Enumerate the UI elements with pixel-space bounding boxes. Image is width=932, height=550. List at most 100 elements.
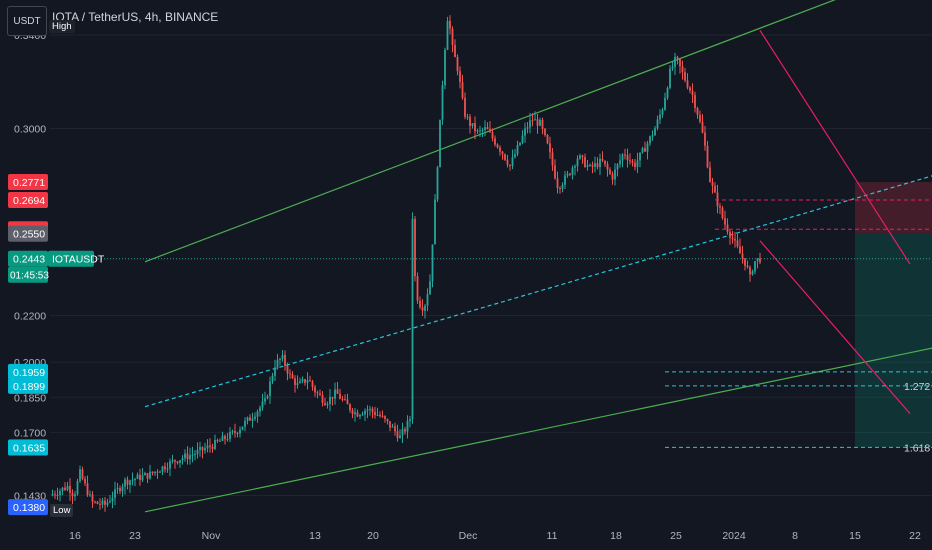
candle-body (226, 438, 229, 440)
candle-body (536, 119, 539, 126)
candle-body (429, 281, 431, 295)
candle-body (356, 412, 359, 417)
trade-zones (855, 182, 932, 448)
candle-body (306, 380, 309, 383)
candle-body (544, 128, 546, 136)
candle-body (194, 454, 196, 456)
candle-body (281, 354, 284, 359)
candle-body (344, 399, 346, 401)
candle-body (264, 398, 266, 402)
channel-lower-line (144, 347, 932, 513)
candle-body (464, 97, 466, 117)
candle-body (169, 461, 171, 469)
candle-body (261, 401, 264, 408)
price-tag-label: 0.1959 (13, 367, 45, 379)
x-tick-label: 18 (610, 530, 622, 542)
candle-body (206, 445, 209, 449)
candle-body (421, 307, 424, 311)
candle-body (564, 175, 566, 185)
candle-body (519, 142, 521, 146)
price-tag-label: 0.1380 (13, 502, 45, 514)
candle-body (446, 20, 449, 50)
candle-body (451, 28, 454, 46)
price-tag-badge (8, 174, 48, 191)
candle-body (594, 163, 596, 167)
candle-body (456, 57, 459, 72)
x-tick-label: 25 (670, 530, 682, 542)
candle-body (614, 169, 616, 180)
candle-body (71, 492, 74, 497)
x-tick-label: 22 (909, 530, 921, 542)
candle-body (241, 426, 244, 430)
price-axis[interactable]: 0.34000.30000.22000.20000.18500.17000.14… (8, 30, 105, 516)
price-tag-badge (8, 250, 48, 267)
candle-body (376, 414, 379, 416)
candle-body (239, 429, 241, 434)
candle-body (661, 109, 664, 115)
candle-body (644, 148, 646, 152)
candle-body (214, 440, 216, 449)
candle-body (426, 294, 429, 306)
candle-body (119, 488, 121, 492)
candle-body (749, 267, 751, 275)
candle-body (744, 258, 746, 266)
candle-body (686, 80, 689, 88)
candle-body (596, 163, 599, 168)
candle-body (309, 380, 311, 382)
candle-body (219, 440, 221, 442)
candle-body (431, 244, 434, 282)
candle-body (299, 381, 301, 383)
candle-body (629, 160, 631, 162)
x-tick-label: Dec (459, 530, 478, 542)
candle-body (256, 411, 259, 417)
candle-body (174, 460, 176, 462)
candle-body (184, 453, 186, 459)
candle-body (576, 158, 579, 167)
candle-body (274, 367, 276, 376)
candle-body (689, 87, 691, 91)
candle-body (254, 416, 256, 419)
candle-body (314, 386, 316, 393)
candle-body (651, 135, 654, 137)
candle-body (279, 358, 281, 360)
candle-body (636, 160, 639, 167)
candle-body (349, 404, 351, 411)
candle-body (404, 429, 406, 432)
candle-body (114, 489, 116, 498)
fib-labels: 1.272 1.618 (904, 381, 930, 454)
candle-body (616, 164, 619, 170)
price-tag-badge (8, 377, 48, 394)
y-tick-label: 0.2200 (14, 311, 46, 323)
candle-body (346, 399, 349, 405)
candle-body (84, 478, 86, 484)
candle-body (546, 135, 549, 144)
candle-body (609, 169, 611, 174)
candle-body (434, 199, 436, 245)
y-tick-label: 0.3000 (14, 124, 46, 136)
candle-body (366, 409, 369, 411)
candle-body (731, 237, 734, 240)
candle-body (324, 402, 326, 406)
candle-body (126, 479, 129, 485)
candle-body (276, 359, 279, 368)
candle-body (411, 218, 414, 420)
candle-body (494, 138, 496, 145)
currency-unit-badge[interactable]: USDT (7, 6, 47, 36)
candle-body (484, 127, 486, 131)
time-axis[interactable]: 16 23 Nov 13 20 Dec 11 18 25 2024 8 15 22 (0, 520, 932, 550)
price-tag-badge (8, 499, 48, 516)
candle-body (501, 151, 504, 155)
candle-body (116, 488, 119, 490)
candle-body (566, 173, 569, 176)
x-tick-label: 13 (309, 530, 321, 542)
candle-body (271, 375, 274, 382)
candle-body (654, 128, 656, 136)
candle-body (664, 97, 666, 110)
candle-body (56, 494, 59, 496)
chart-title: IOTA / TetherUS, 4h, BINANCE (52, 10, 219, 24)
candle-body (481, 130, 484, 132)
candle-body (694, 95, 696, 109)
candle-body (741, 253, 744, 259)
candle-body (301, 379, 304, 382)
